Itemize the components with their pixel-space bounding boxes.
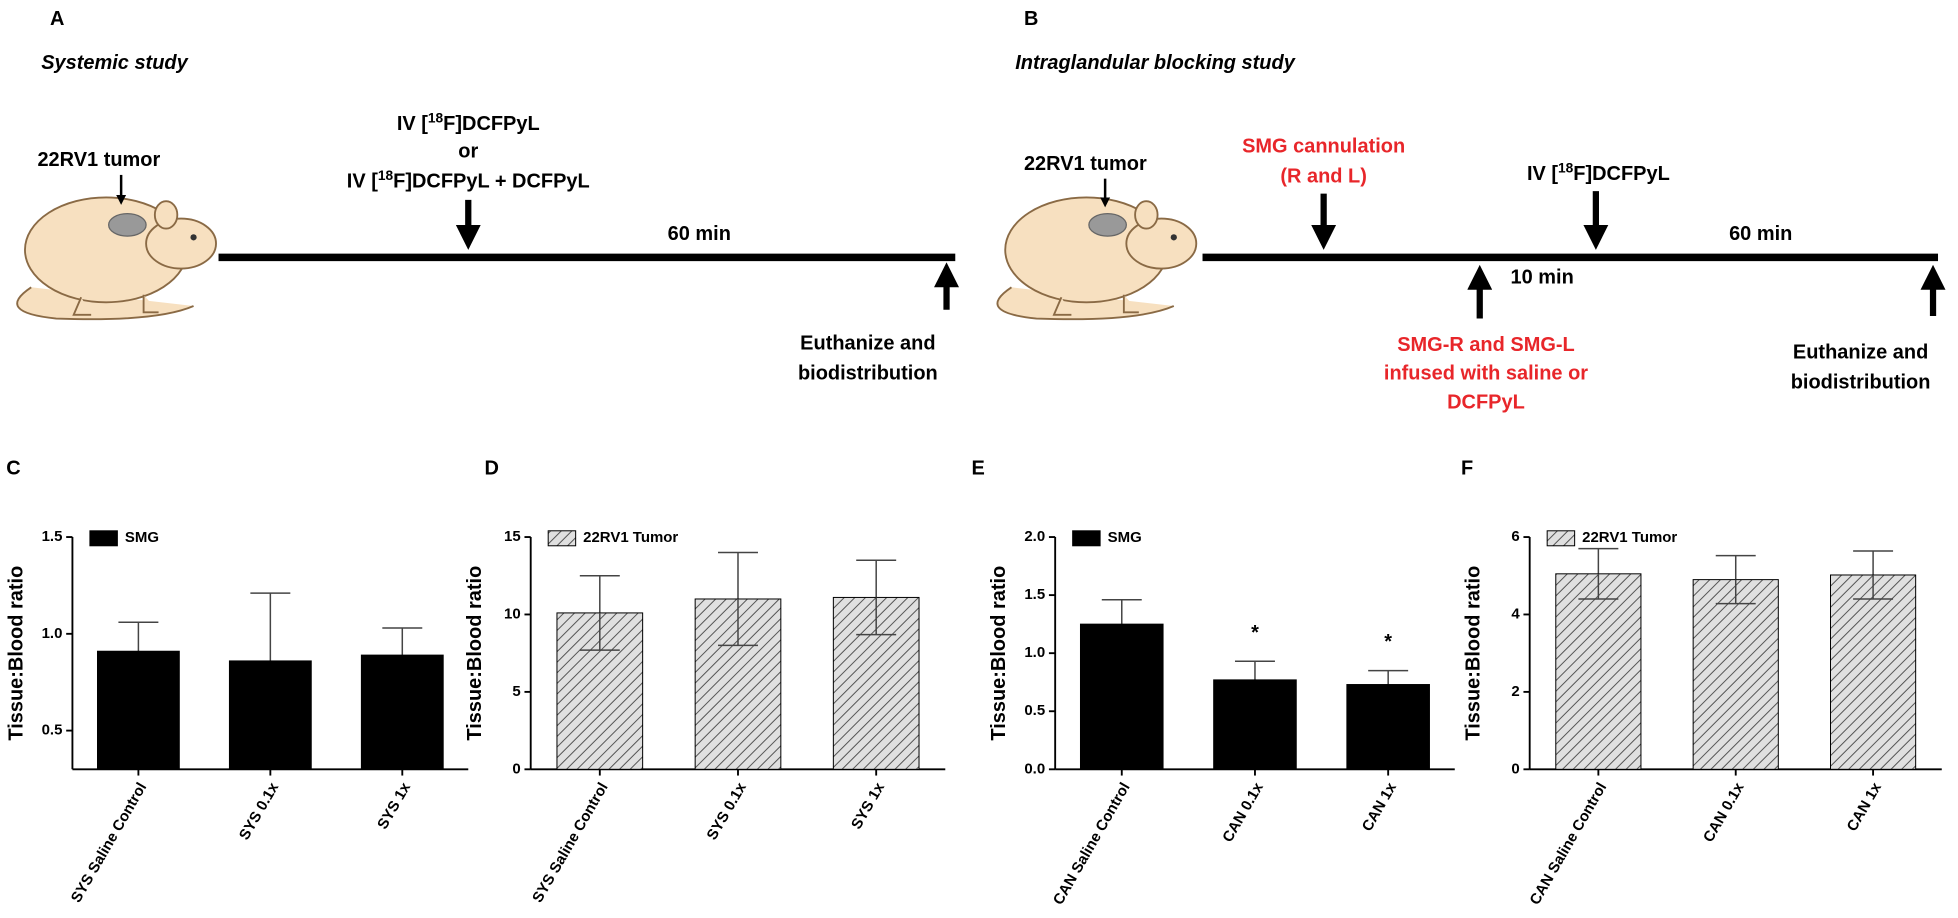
label: infused with saline or: [1384, 363, 1588, 385]
legend-swatch: [1072, 530, 1101, 547]
legend-label: 22RV1 Tumor: [1582, 529, 1677, 546]
x-tick-label: CAN 1x: [1359, 779, 1401, 834]
x-tick-label: SYS Saline Control: [529, 780, 612, 906]
label: Euthanize and: [800, 333, 935, 355]
bar: [1346, 684, 1430, 770]
x-tick-label: CAN 0.1x: [1219, 779, 1267, 845]
bar: [360, 654, 444, 770]
bar: [1830, 574, 1917, 770]
label: biodistribution: [1791, 371, 1931, 393]
panel-letter: A: [50, 8, 64, 30]
y-tick-label: 1.5: [42, 528, 63, 545]
label: 10 min: [1511, 267, 1574, 289]
bar: [96, 650, 180, 770]
y-tick-label: 0: [1511, 760, 1519, 777]
panel-letter: C: [6, 458, 20, 480]
legend-swatch: [89, 530, 118, 547]
y-tick-label: 0.5: [42, 722, 63, 739]
y-tick-label: 1.5: [1024, 586, 1045, 603]
y-tick-label: 6: [1511, 528, 1519, 545]
x-tick-label: CAN 1x: [1844, 779, 1886, 834]
y-tick-label: 1.0: [1024, 644, 1045, 661]
x-tick-label: CAN 0.1x: [1700, 779, 1748, 845]
x-tick-label: SYS Saline Control: [68, 780, 151, 906]
panel-letter: D: [485, 458, 499, 480]
label: IV [18F]DCFPyL + DCFPyL: [347, 168, 590, 192]
label: SMG cannulation: [1242, 135, 1405, 157]
panel-title: Intraglandular blocking study: [1015, 52, 1295, 74]
y-tick-label: 4: [1511, 605, 1520, 622]
label: 22RV1 tumor: [37, 149, 160, 171]
y-tick-label: 0.0: [1024, 760, 1045, 777]
label: DCFPyL: [1447, 391, 1525, 413]
x-tick-label: SYS 0.1x: [236, 779, 283, 843]
bar: [1079, 623, 1164, 770]
x-tick-label: SYS 0.1x: [704, 779, 751, 843]
label: (R and L): [1280, 165, 1367, 187]
label: 60 min: [668, 223, 731, 245]
label: IV [18F]DCFPyL: [397, 110, 540, 134]
label: SMG-R and SMG-L: [1397, 334, 1575, 356]
mouse-icon: [16, 196, 217, 321]
bar: [556, 612, 644, 770]
label: Euthanize and: [1793, 341, 1928, 363]
label: IV [18F]DCFPyL: [1527, 160, 1670, 184]
bar: [1692, 579, 1779, 770]
y-tick-label: 0.5: [1024, 702, 1045, 719]
label: biodistribution: [798, 363, 938, 385]
y-axis-label: Tissue:Blood ratio: [988, 566, 1010, 741]
label: 22RV1 tumor: [1024, 153, 1147, 175]
y-tick-label: 10: [504, 605, 521, 622]
legend-swatch: [1546, 530, 1576, 547]
panel-letter: E: [972, 458, 985, 480]
bar: [1213, 679, 1297, 770]
x-tick-label: SYS 1x: [374, 779, 414, 832]
legend-label: SMG: [1108, 529, 1142, 546]
y-tick-label: 2: [1511, 683, 1519, 700]
y-tick-label: 5: [512, 683, 520, 700]
y-tick-label: 0: [512, 760, 520, 777]
panel-title: Systemic study: [41, 52, 188, 74]
mouse-icon: [996, 196, 1198, 321]
significance-mark: *: [1251, 622, 1259, 644]
panel-letter: B: [1024, 8, 1038, 30]
y-axis-label: Tissue:Blood ratio: [464, 566, 486, 741]
panel-letter: F: [1461, 458, 1473, 480]
legend-label: 22RV1 Tumor: [583, 529, 678, 546]
label: or: [458, 140, 478, 162]
legend-swatch: [547, 530, 577, 547]
bar: [1555, 573, 1642, 770]
label: 60 min: [1729, 223, 1792, 245]
x-tick-label: CAN Saline Control: [1050, 780, 1134, 908]
bar: [228, 660, 312, 770]
y-axis-label: Tissue:Blood ratio: [1463, 566, 1485, 741]
x-tick-label: SYS 1x: [848, 779, 888, 832]
y-tick-label: 2.0: [1024, 528, 1045, 545]
y-tick-label: 15: [504, 528, 521, 545]
significance-mark: *: [1384, 631, 1392, 653]
y-axis-label: Tissue:Blood ratio: [5, 566, 27, 741]
x-tick-label: CAN Saline Control: [1526, 780, 1610, 908]
y-tick-label: 1.0: [42, 625, 63, 642]
legend-label: SMG: [125, 529, 159, 546]
